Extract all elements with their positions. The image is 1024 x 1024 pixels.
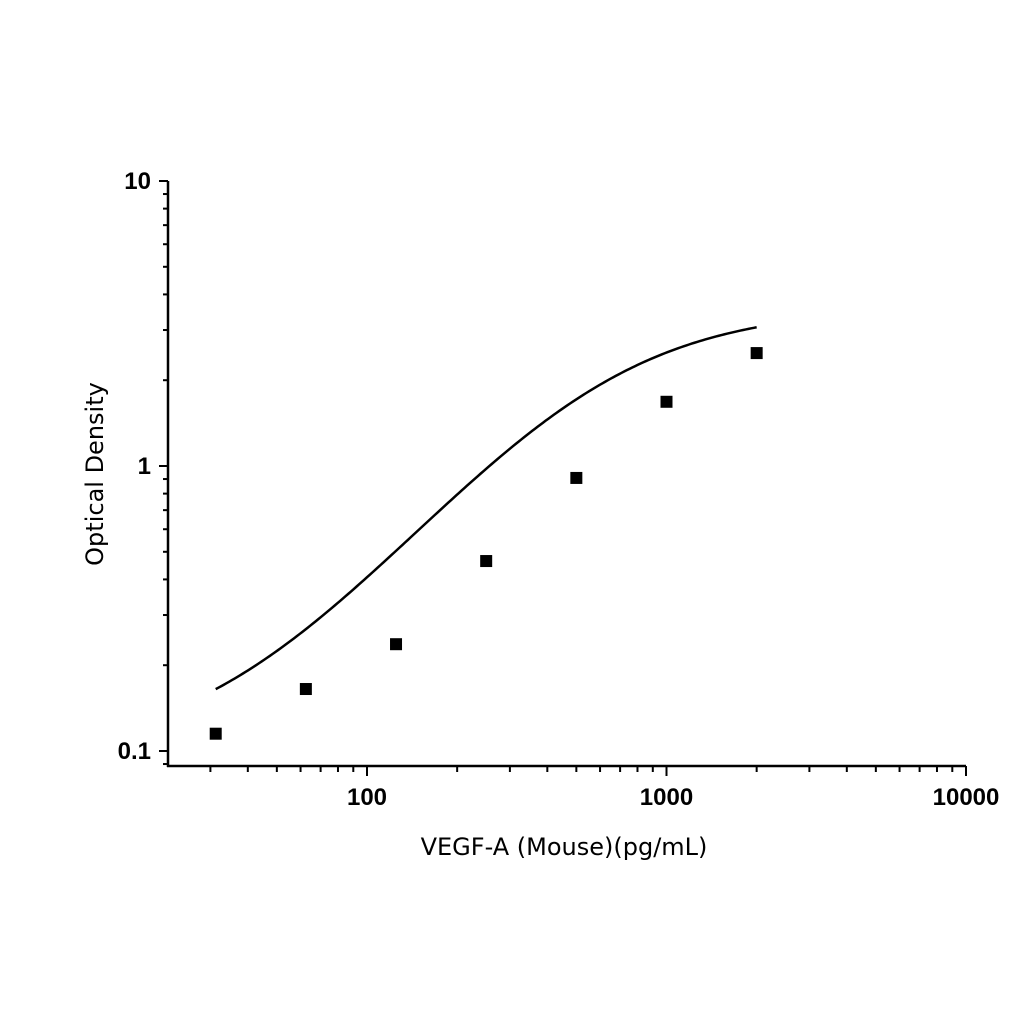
fit-curve bbox=[215, 326, 757, 691]
data-point bbox=[390, 638, 403, 651]
data-point bbox=[480, 555, 493, 568]
data-points bbox=[209, 347, 763, 740]
data-point bbox=[570, 471, 583, 484]
axes: 0.1 1 10 100 1000 10000 bbox=[118, 168, 1000, 811]
x-tick-label: 100 bbox=[347, 784, 387, 811]
x-tick-label: 1000 bbox=[640, 784, 693, 811]
x-axis-title: VEGF-A (Mouse)(pg/mL) bbox=[421, 833, 708, 861]
y-tick-label: 0.1 bbox=[118, 738, 151, 765]
data-point bbox=[750, 347, 763, 360]
data-point bbox=[299, 683, 312, 696]
y-axis-title: Optical Density bbox=[81, 382, 109, 566]
data-point bbox=[209, 727, 222, 740]
data-point bbox=[660, 395, 673, 408]
x-tick-label: 10000 bbox=[933, 784, 1000, 811]
y-tick-label: 10 bbox=[124, 168, 151, 195]
y-tick-label: 1 bbox=[138, 453, 151, 480]
